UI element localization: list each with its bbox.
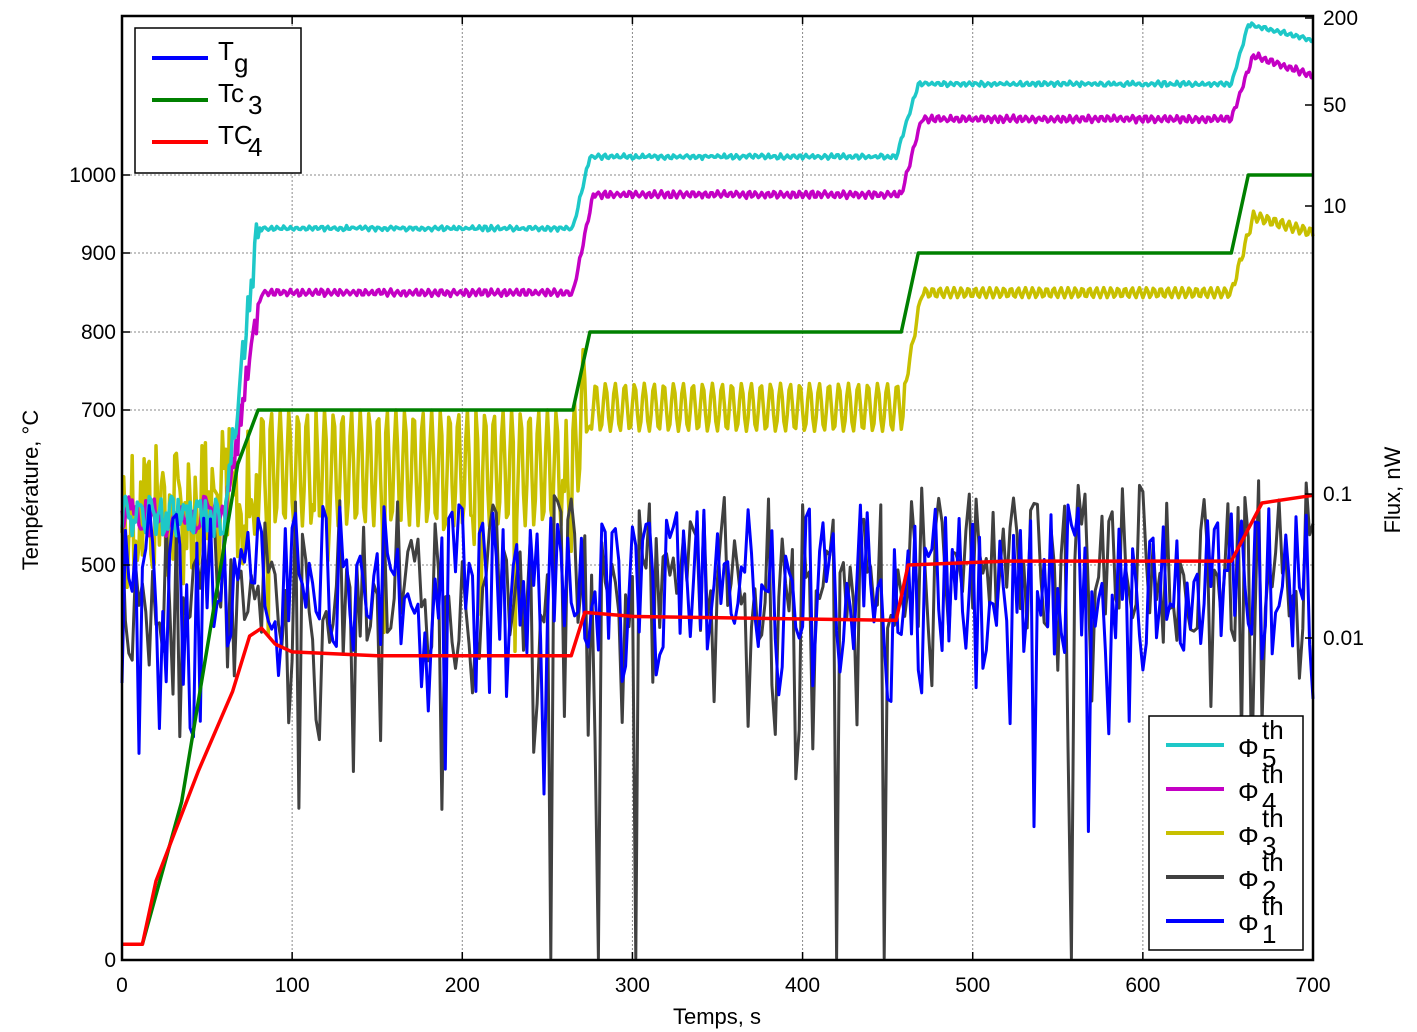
temperature-line-tc3 xyxy=(122,173,1313,946)
y-left-tick-label: 500 xyxy=(81,554,116,577)
x-tick-label: 600 xyxy=(1125,974,1160,997)
plot-frame xyxy=(120,14,1315,962)
legend-temperature-label: TC xyxy=(218,120,253,150)
legend-temperature-subscript: 3 xyxy=(248,90,262,120)
y-left-tick-label: 0 xyxy=(104,949,116,972)
legend-flux-label: Φ xyxy=(1238,733,1259,763)
ticks-group: 0 100 200 300 400 500 600 700 0 500 700 800 900 1000 0… xyxy=(69,7,1364,997)
legend-flux-subscript: 3 xyxy=(1262,831,1276,861)
legend-flux-label: Φ xyxy=(1238,865,1259,895)
x-tick-label: 400 xyxy=(785,974,820,997)
flux-line-5 xyxy=(120,21,1314,539)
legend-temperature-subscript: g xyxy=(234,48,248,78)
legend-flux-subscript: 5 xyxy=(1262,743,1276,773)
legend-flux-superscript: th xyxy=(1262,847,1284,877)
x-tick-label: 0 xyxy=(116,974,128,997)
flux-line-3 xyxy=(120,209,1315,654)
temperature-line-tc4 xyxy=(122,493,1314,946)
series-group xyxy=(120,21,1315,960)
flux-line-1 xyxy=(120,503,1315,833)
legend-flux-label: Φ xyxy=(1238,909,1259,939)
y-left-tick-label: 800 xyxy=(81,321,116,344)
x-tick-label: 500 xyxy=(955,974,990,997)
x-axis-label: Temps, s xyxy=(673,1004,761,1029)
x-tick-label: 700 xyxy=(1295,974,1330,997)
legend-flux-subscript: 4 xyxy=(1262,787,1276,817)
legend-flux-label: Φ xyxy=(1238,821,1259,851)
x-tick-label: 100 xyxy=(275,974,310,997)
y-right-tick-label: 10 xyxy=(1323,195,1346,218)
y-right-tick-label: 50 xyxy=(1323,94,1346,117)
legend-flux-subscript: 1 xyxy=(1262,919,1276,949)
legend-flux-superscript: th xyxy=(1262,803,1284,833)
legend-flux-superscript: th xyxy=(1262,891,1284,921)
legend-flux-label: Φ xyxy=(1238,777,1259,807)
y-left-tick-label: 700 xyxy=(81,399,116,422)
legend-flux-subscript: 2 xyxy=(1262,875,1276,905)
x-tick-label: 200 xyxy=(445,974,480,997)
flux-line-4 xyxy=(120,51,1314,538)
y-left-tick-label: 1000 xyxy=(69,164,116,187)
y-axis-right-label: Flux, nW xyxy=(1380,446,1405,533)
y-right-tick-label: 0.01 xyxy=(1323,627,1364,650)
legend-flux-superscript: th xyxy=(1262,759,1284,789)
y-right-tick-label: 0.1 xyxy=(1323,483,1352,506)
y-right-tick-label: 200 xyxy=(1323,7,1358,30)
legend-flux-superscript: th xyxy=(1262,715,1284,745)
flux-line-2 xyxy=(120,479,1315,960)
legend-temperature-label: Tc xyxy=(218,78,244,108)
y-left-tick-label: 900 xyxy=(81,242,116,265)
legend-temperature-label: T xyxy=(218,36,234,66)
x-tick-label: 300 xyxy=(615,974,650,997)
legend-temperature-subscript: 4 xyxy=(248,132,262,162)
y-axis-left-label: Température, °C xyxy=(18,410,43,571)
